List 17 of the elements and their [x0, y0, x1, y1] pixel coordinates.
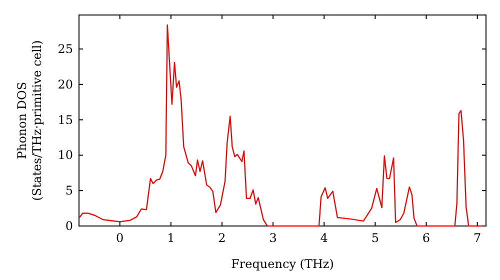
x-tick-label: 0 [116, 231, 124, 245]
x-tick-label: 6 [422, 231, 430, 245]
x-tick-label: 2 [218, 231, 226, 245]
y-tick-label: 0 [65, 219, 73, 233]
y-tick-label: 25 [58, 42, 73, 56]
x-tick-label: 1 [167, 231, 175, 245]
y-tick-label: 10 [58, 148, 73, 162]
x-tick-label: 3 [269, 231, 277, 245]
x-tick-label: 5 [371, 231, 380, 245]
x-axis-title: Frequency (THz) [231, 257, 334, 271]
y-tick-label: 5 [65, 184, 73, 198]
x-tick-label: 4 [320, 231, 328, 245]
y-axis-title: Phonon DOS (States/THz·primitive cell) [15, 40, 44, 201]
y-tick-label: 20 [58, 77, 73, 92]
y-tick-label: 15 [58, 112, 73, 127]
line-series [78, 24, 484, 227]
x-tick-label: 7 [474, 231, 482, 245]
